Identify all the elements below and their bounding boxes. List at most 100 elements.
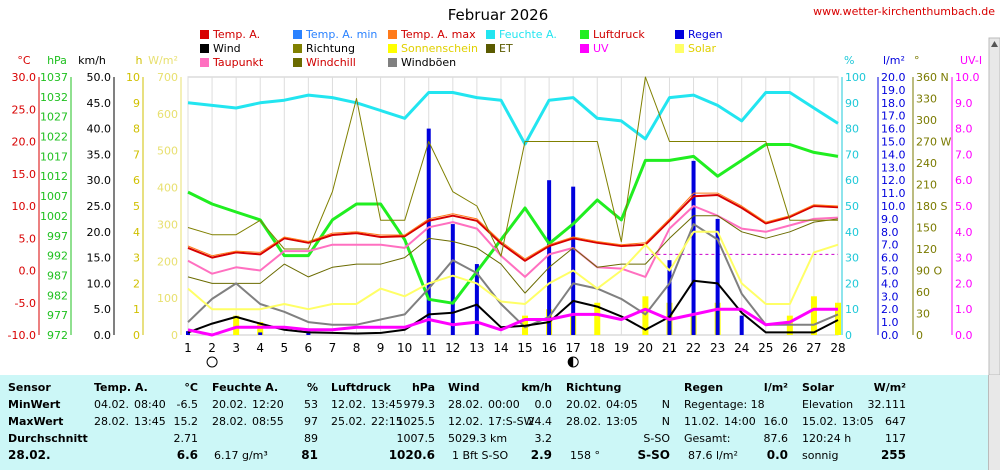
x-tick-19: 20 [638,341,653,355]
wind-tick-5: 25.0 [87,200,112,213]
direction-axis-label: ° [914,54,920,67]
rain-tick-16: 4.0 [881,277,899,290]
x-tick-5: 6 [305,341,313,355]
series-line-feuchte-a- [187,91,839,146]
temp-min-time: 08:40 [134,398,166,411]
solar-tick-7: 0 [171,329,178,342]
plot-frame [187,76,839,336]
humidity-tick-2: 80 [845,123,859,136]
humidity-tick-4: 60 [845,174,859,187]
solar-max-value: 647 [885,415,906,428]
rain-bar-22 [715,218,720,335]
uv-tick-9: 1.0 [955,303,973,316]
stats-scrollbar[interactable] [988,375,1000,470]
solar-title: Solar [802,381,835,394]
wind-tick-7: 15.0 [87,252,112,265]
pressure-tick-13: 972 [47,329,68,342]
sun-tick-9: 1 [133,303,140,316]
solar-tick-6: 100 [157,292,178,305]
wind-column: Wind km/h 28.02. 00:00 0.0 12.02. 17:S-SW 24.… [448,379,552,464]
legend-swatch-6 [200,44,209,53]
humidity-absolute: 6.17 g/m³ [214,449,268,462]
series-line-temp-a- [187,194,839,262]
legend-label-12: Taupunkt [212,56,264,69]
solar-tick-2: 500 [157,145,178,158]
rain-tick-6: 14.0 [881,148,906,161]
scrollbar[interactable] [988,37,1000,375]
sun-tick-8: 2 [133,277,140,290]
humidity-tick-9: 10 [845,303,859,316]
direction-current-degrees: 158 ° [570,449,600,462]
direction-tick-8: 120 [916,243,937,256]
wind-max-date: 12.02. [448,415,483,428]
legend-label-5: Regen [688,28,723,41]
pressure-tick-0: 1037 [40,71,68,84]
legend-label-10: UV [593,42,609,55]
left-axes: °C30.025.020.015.010.05.00.0-5.0-10.0hPa… [8,54,182,342]
rain-tick-4: 16.0 [881,123,906,136]
x-tick-0: 1 [184,341,192,355]
pressure-column: Luftdruck hPa 12.02. 13:45 979.3 25.02. 22:1… [331,379,435,464]
rain-tick-15: 5.0 [881,265,899,278]
x-tick-17: 18 [590,341,605,355]
direction-tick-9: 90 O [916,265,942,278]
solar-tick-5: 200 [157,255,178,268]
rain-tick-3: 17.0 [881,110,906,123]
temp-max-time: 13:45 [134,415,166,428]
series-line-uv [187,307,838,337]
series-line-temp-a-max [187,192,839,260]
temp-max-value: 15.2 [173,415,199,428]
humidity-tick-6: 40 [845,226,859,239]
sunshine-bar-2 [233,315,240,335]
rain-total-label: Gesamt: [684,432,731,445]
solar-tick-0: 700 [157,71,178,84]
legend-swatch-4 [580,30,589,39]
direction-tick-6: 180 S [916,200,947,213]
humidity-tick-10: 0 [845,329,852,342]
solar-tick-4: 300 [157,218,178,231]
direction-tick-1: 330 [916,93,937,106]
rain-days: Regentage: 18 [684,398,765,411]
weather-chart: Februar 2026 www.wetter-kirchenthumbach.… [8,5,1000,375]
humidity-unit: % [306,381,318,394]
x-tick-24: 25 [758,341,773,355]
x-tick-3: 4 [256,341,264,355]
humidity-max-date: 28.02. [212,415,247,428]
rain-bar-11 [450,224,455,335]
rain-tick-8: 12.0 [881,174,906,187]
humidity-axis-label: % [844,54,854,67]
series-line-taupunkt [187,205,839,278]
legend-label-7: Richtung [306,42,355,55]
uv-tick-5: 5.0 [955,200,973,213]
uv-tick-8: 2.0 [955,277,973,290]
legend-swatch-11 [675,44,684,53]
direction-max-date: 28.02. [566,415,601,428]
rain-tick-12: 8.0 [881,226,899,239]
direction-tick-11: 30 [916,308,930,321]
solar-tick-1: 600 [157,108,178,121]
temp-tick-2: 20.0 [12,136,37,149]
rain-tick-13: 7.0 [881,239,899,252]
humidity-tick-7: 30 [845,252,859,265]
legend-swatch-5 [675,30,684,39]
humidity-title: Feuchte A. [212,381,279,394]
chart-title: Februar 2026 [448,6,549,24]
legend-label-14: Windböen [401,56,456,69]
legend-swatch-12 [200,58,209,67]
rain-bar-20 [667,260,672,335]
temp-unit: °C [184,381,198,394]
x-tick-2: 3 [232,341,240,355]
x-tick-22: 23 [710,341,725,355]
legend-swatch-0 [200,30,209,39]
wind-tick-8: 10.0 [87,277,112,290]
x-tick-25: 26 [782,341,797,355]
site-url[interactable]: www.wetter-kirchenthumbach.de [813,5,995,18]
legend-label-2: Temp. A. max [400,28,476,41]
pressure-tick-7: 1002 [40,210,68,223]
legend-swatch-8 [388,44,397,53]
direction-tick-5: 210 [916,179,937,192]
pressure-tick-12: 977 [47,309,68,322]
pressure-axis-label: hPa [47,54,67,67]
direction-tick-12: 0 [916,329,923,342]
direction-tick-4: 240 [916,157,937,170]
